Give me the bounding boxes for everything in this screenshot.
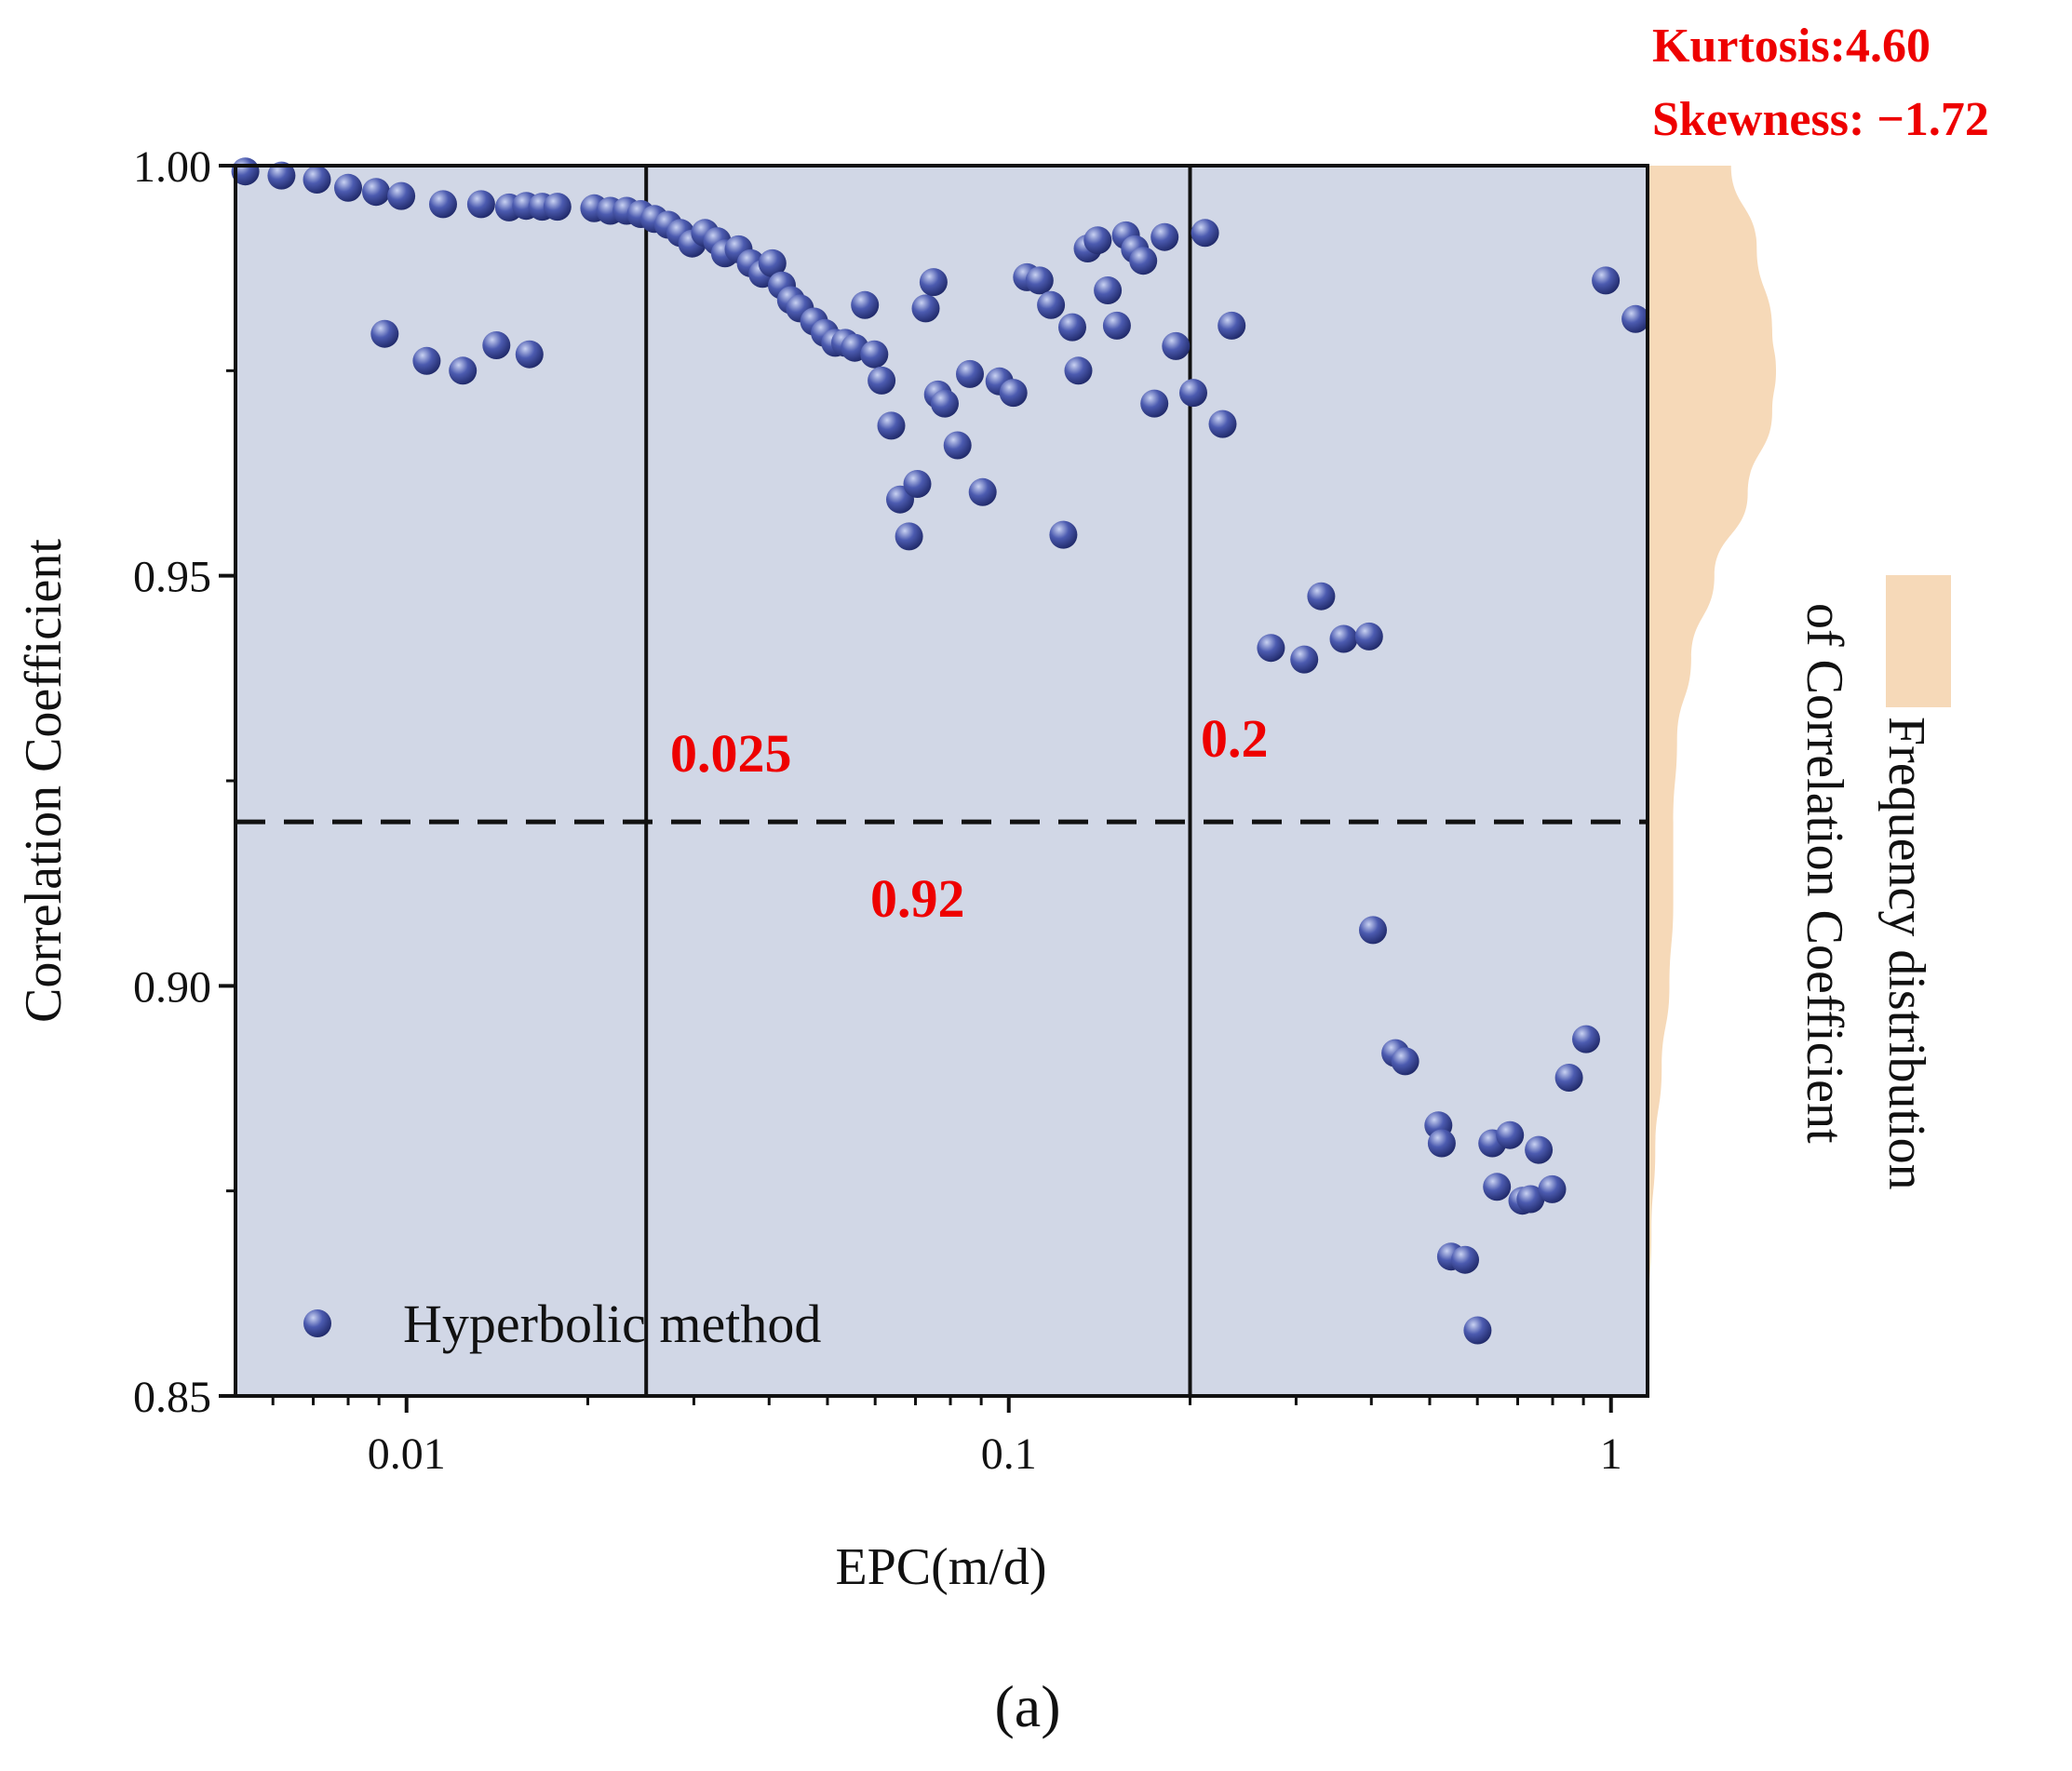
legend-title-line1: Frequency distribution: [1877, 717, 1935, 1190]
corr-threshold-label: 0.92: [870, 868, 965, 929]
skewness-label: Skewness: −1.72: [1652, 93, 1989, 146]
threshold-high-label: 0.2: [1201, 708, 1269, 769]
data-point: [968, 477, 997, 506]
data-point: [370, 319, 399, 348]
y-tick-label: 0.95: [133, 553, 211, 602]
data-point: [1572, 1025, 1600, 1053]
data-point: [758, 248, 787, 277]
data-point: [1162, 331, 1191, 360]
data-point: [868, 366, 896, 395]
data-point: [334, 173, 362, 202]
legend-label: Hyperbolic method: [403, 1294, 821, 1354]
data-point: [1058, 313, 1086, 342]
data-point: [1025, 266, 1054, 295]
data-point: [1129, 247, 1158, 275]
y-tick-label: 0.90: [133, 962, 211, 1012]
y-tick-label: 1.00: [133, 142, 211, 192]
data-point: [482, 331, 511, 359]
data-point: [1463, 1316, 1492, 1345]
data-point: [1554, 1064, 1583, 1092]
threshold-low-label: 0.025: [670, 723, 792, 784]
data-point: [1083, 226, 1112, 255]
x-tick-label: 1: [1600, 1429, 1622, 1479]
data-point: [1218, 311, 1246, 340]
data-point: [1496, 1120, 1525, 1149]
data-point: [1427, 1129, 1456, 1158]
data-point: [412, 346, 441, 375]
data-point: [999, 379, 1028, 408]
data-point: [449, 356, 478, 385]
data-point: [956, 359, 984, 388]
data-point: [1391, 1047, 1419, 1076]
data-point: [1451, 1245, 1479, 1274]
data-point: [515, 340, 544, 369]
data-point: [860, 340, 889, 369]
distribution-curve: [1648, 166, 1776, 1314]
data-point: [1290, 645, 1319, 674]
data-point: [1257, 634, 1285, 663]
data-point: [895, 522, 923, 551]
data-point: [1037, 290, 1066, 319]
x-axis-title: EPC(m/d): [835, 1538, 1046, 1596]
data-point: [1483, 1173, 1512, 1201]
data-point: [1621, 304, 1650, 333]
data-point: [1359, 916, 1387, 945]
data-point: [1516, 1185, 1545, 1214]
data-point: [877, 411, 906, 440]
x-tick-label: 0.01: [368, 1429, 446, 1479]
data-point: [911, 294, 940, 323]
data-point: [1150, 222, 1179, 251]
data-point: [1354, 622, 1383, 651]
y-axis-title: Correlation Coefficient: [15, 539, 73, 1023]
data-point: [1094, 276, 1123, 304]
data-point: [931, 389, 959, 418]
legend-color-swatch: [1886, 575, 1951, 707]
data-point: [1140, 389, 1169, 418]
data-point: [1329, 624, 1358, 653]
data-point: [1208, 409, 1237, 438]
legend-title-line2: of Correlation Coefficient: [1796, 603, 1853, 1144]
data-point: [543, 193, 572, 221]
data-point: [303, 166, 331, 194]
data-point: [1049, 520, 1078, 549]
legend-marker: [303, 1309, 331, 1337]
data-point: [1064, 356, 1093, 385]
data-point: [1538, 1174, 1567, 1203]
data-point: [919, 268, 948, 297]
panel-label: (a): [994, 1673, 1060, 1739]
data-point: [466, 190, 495, 219]
y-tick-label: 0.85: [133, 1373, 211, 1422]
plot-area: [235, 166, 1648, 1396]
x-tick-label: 0.1: [981, 1429, 1037, 1479]
data-point: [903, 470, 932, 498]
data-point: [1592, 266, 1621, 295]
data-point: [362, 178, 390, 207]
data-point: [387, 181, 416, 210]
data-point: [1307, 582, 1336, 610]
data-point: [429, 190, 457, 219]
data-point: [851, 290, 880, 319]
kurtosis-label: Kurtosis:4.60: [1652, 20, 1931, 73]
data-point: [1102, 311, 1131, 340]
data-point: [267, 161, 296, 190]
data-point: [1525, 1135, 1554, 1164]
data-point: [1191, 219, 1219, 248]
data-point: [1179, 379, 1207, 408]
data-point: [943, 431, 972, 460]
